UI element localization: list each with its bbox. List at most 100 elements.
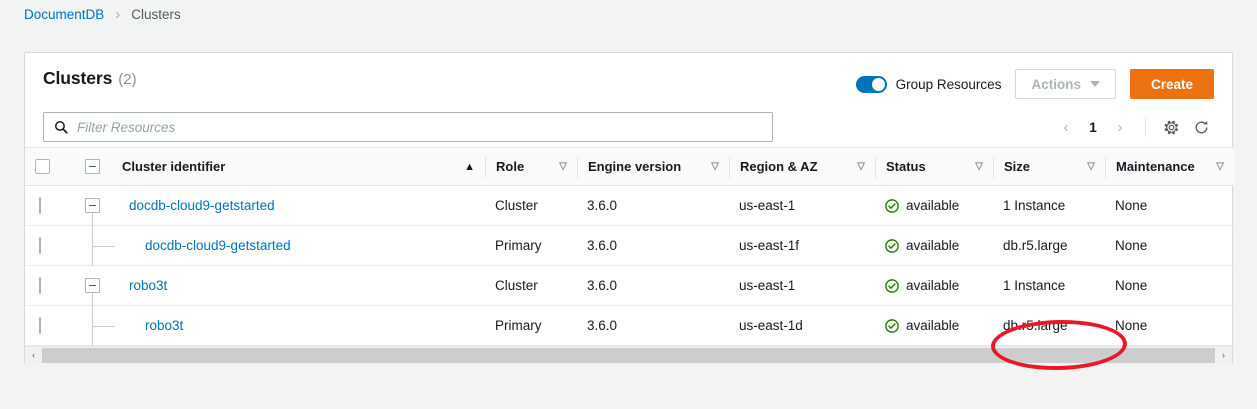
sort-icon-status[interactable]: ▽ — [975, 161, 983, 172]
header-controls: Group Resources Actions Create — [855, 68, 1214, 99]
status-text: available — [906, 318, 960, 333]
pagination: ‹ 1 › — [1053, 114, 1214, 140]
table-row[interactable]: robo3t Cluster 3.6.0 us-east-1 available… — [25, 265, 1234, 346]
column-label-status: Status — [886, 159, 926, 174]
sort-icon-role[interactable]: ▽ — [559, 161, 567, 172]
row-select-cell — [25, 225, 63, 266]
row-checkbox[interactable] — [39, 197, 41, 214]
pagination-prev-icon[interactable]: ‹ — [1063, 118, 1069, 136]
search-placeholder: Filter Resources — [77, 119, 176, 135]
sort-icon-region-az[interactable]: ▽ — [857, 161, 865, 172]
clusters-table: Cluster identifier ▲ Role ▽ Engine versi… — [25, 147, 1234, 346]
gear-icon[interactable] — [1158, 114, 1184, 140]
status-text: available — [906, 198, 960, 213]
scrollbar-thumb[interactable] — [42, 347, 1215, 363]
instance-link[interactable]: docdb-cloud9-getstarted — [145, 238, 291, 253]
sort-icon-engine-version[interactable]: ▽ — [711, 161, 719, 172]
status-text: available — [906, 238, 960, 253]
row-tree-cell — [63, 185, 129, 266]
maintenance-cell: None — [1105, 305, 1234, 346]
scroll-right-icon[interactable]: › — [1215, 346, 1232, 364]
cluster-identifier-cell: docdb-cloud9-getstarted — [129, 185, 485, 226]
breadcrumb-current-clusters: Clusters — [131, 7, 181, 22]
row-tree-cell — [63, 305, 129, 346]
column-header-maintenance[interactable]: Maintenance ▽ — [1105, 147, 1234, 186]
sort-icon-size[interactable]: ▽ — [1087, 161, 1095, 172]
column-header-role[interactable]: Role ▽ — [485, 147, 577, 186]
engine-version-cell: 3.6.0 — [577, 265, 729, 306]
search-icon — [55, 121, 68, 134]
column-label-region-az: Region & AZ — [740, 159, 818, 174]
maintenance-cell: None — [1105, 265, 1234, 306]
row-checkbox[interactable] — [39, 277, 41, 294]
create-label: Create — [1150, 76, 1193, 92]
status-available-icon — [885, 318, 899, 333]
status-available-icon — [885, 238, 899, 253]
cluster-link[interactable]: robo3t — [129, 278, 168, 293]
column-header-region-az[interactable]: Region & AZ ▽ — [729, 147, 875, 186]
status-available-icon — [885, 198, 899, 213]
row-collapse-icon[interactable] — [85, 278, 100, 293]
collapse-all-icon[interactable] — [85, 159, 100, 174]
search-input[interactable]: Filter Resources — [43, 112, 773, 142]
role-cell: Primary — [485, 225, 577, 266]
status-cell: available — [875, 225, 993, 266]
pagination-next-icon[interactable]: › — [1117, 118, 1123, 136]
row-checkbox[interactable] — [39, 317, 41, 334]
cluster-identifier-cell: docdb-cloud9-getstarted — [129, 225, 485, 266]
row-tree-cell — [63, 225, 129, 266]
cluster-identifier-cell: robo3t — [129, 265, 485, 306]
column-header-cluster-identifier[interactable]: Cluster identifier ▲ — [63, 147, 485, 186]
scroll-left-icon[interactable]: ‹ — [25, 346, 42, 364]
cluster-link[interactable]: docdb-cloud9-getstarted — [129, 198, 275, 213]
table-row[interactable]: docdb-cloud9-getstarted Cluster 3.6.0 us… — [25, 185, 1234, 266]
size-cell: 1 Instance — [993, 185, 1105, 226]
filter-row: Filter Resources ‹ 1 › — [25, 107, 1232, 147]
column-header-engine-version[interactable]: Engine version ▽ — [577, 147, 729, 186]
status-cell: available — [875, 265, 993, 306]
row-collapse-icon[interactable] — [85, 198, 100, 213]
region-az-cell: us-east-1d — [729, 305, 875, 346]
column-label-size: Size — [1004, 159, 1031, 174]
group-resources-toggle[interactable]: Group Resources — [855, 75, 1002, 93]
sort-ascending-icon[interactable]: ▲ — [464, 160, 475, 173]
pagination-page-1[interactable]: 1 — [1089, 119, 1097, 135]
select-all-header — [25, 147, 63, 186]
breadcrumb-separator-icon: › — [115, 6, 121, 23]
toggle-switch-icon[interactable] — [855, 75, 887, 93]
actions-label: Actions — [1031, 76, 1081, 92]
role-cell: Cluster — [485, 265, 577, 306]
row-checkbox[interactable] — [39, 237, 41, 254]
size-cell: db.r5.large — [993, 225, 1105, 266]
page-title-text: Clusters — [43, 68, 113, 88]
column-label-role: Role — [496, 159, 525, 174]
column-header-size[interactable]: Size ▽ — [993, 147, 1105, 186]
tree-connector — [92, 226, 115, 247]
horizontal-scrollbar[interactable]: ‹ › — [25, 346, 1232, 364]
table-row[interactable]: docdb-cloud9-getstarted Primary 3.6.0 us… — [25, 225, 1234, 266]
status-cell: available — [875, 185, 993, 226]
engine-version-cell: 3.6.0 — [577, 305, 729, 346]
maintenance-cell: None — [1105, 185, 1234, 226]
role-cell: Cluster — [485, 185, 577, 226]
sort-icon-maintenance[interactable]: ▽ — [1216, 161, 1224, 172]
table-row[interactable]: robo3t Primary 3.6.0 us-east-1d availabl… — [25, 305, 1234, 346]
size-cell: db.r5.large — [993, 305, 1105, 346]
region-az-cell: us-east-1 — [729, 185, 875, 226]
breadcrumb-link-documentdb[interactable]: DocumentDB — [24, 7, 105, 22]
column-label-cluster-identifier: Cluster identifier — [122, 159, 226, 174]
select-all-checkbox[interactable] — [35, 159, 50, 174]
refresh-icon[interactable] — [1188, 114, 1214, 140]
page-title: Clusters (2) — [43, 68, 137, 89]
pagination-divider — [1145, 117, 1146, 137]
scrollbar-track[interactable] — [42, 346, 1215, 364]
column-header-status[interactable]: Status ▽ — [875, 147, 993, 186]
chevron-down-icon — [1089, 81, 1100, 87]
create-button[interactable]: Create — [1129, 69, 1214, 99]
group-resources-label: Group Resources — [895, 76, 1002, 92]
table-body: docdb-cloud9-getstarted Cluster 3.6.0 us… — [25, 185, 1234, 346]
instance-link[interactable]: robo3t — [145, 318, 184, 333]
region-az-cell: us-east-1f — [729, 225, 875, 266]
actions-button[interactable]: Actions — [1015, 69, 1116, 99]
row-select-cell — [25, 185, 63, 226]
